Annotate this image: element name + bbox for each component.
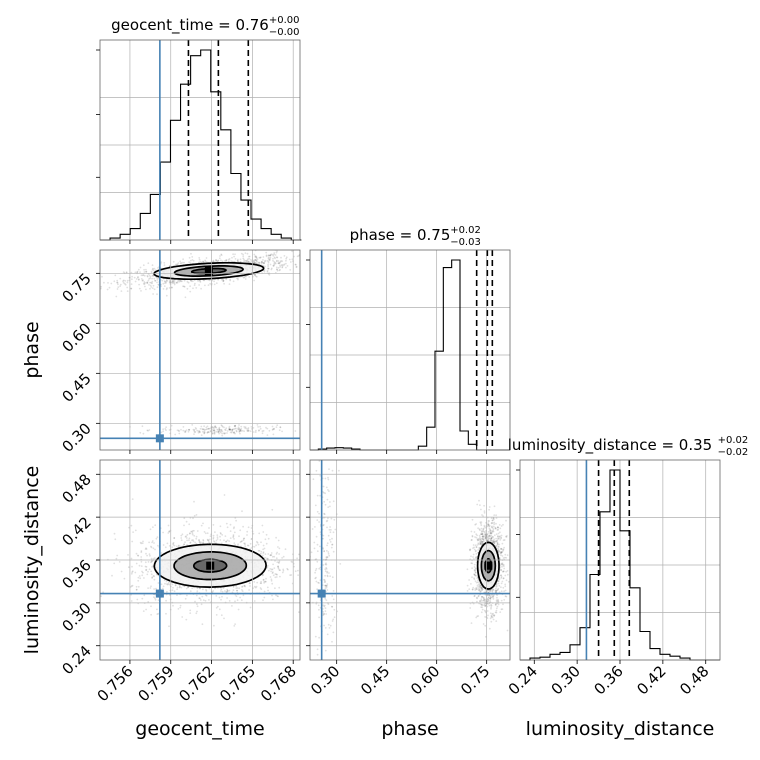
panel-0-ytick-label-3: 0.75 [58,269,94,305]
hist-luminosity_distance-xtick-label-2: 0.36 [590,662,626,698]
panels-layer: geocent_time = 0.76 +0.00−0.00 phase = 0.7… [21,15,748,740]
panel-2-xtick-label-1: 0.45 [357,662,393,698]
scatter-geocent_time-luminosity_distance [100,494,300,628]
x-axis-label-luminosity_distance: luminosity_distance [526,718,715,740]
y-axis-label-phase: phase [21,321,43,378]
hist-luminosity_distance-xtick-label-4: 0.48 [676,662,712,698]
hist-title-plus-luminosity_distance: +0.02 [718,435,749,446]
hist-luminosity_distance-xtick-label-1: 0.30 [548,662,584,698]
hist-title-luminosity_distance: luminosity_distance = 0.35 [508,436,712,455]
panel-0-ytick-label-1: 0.45 [58,369,94,405]
panel-1-xtick-label-3: 0.765 [216,662,259,705]
panel-2-xtick-label-0: 0.30 [307,662,343,698]
density-peak-1 [206,561,215,570]
panel-1-xtick-label-0: 0.756 [94,662,137,705]
hist-title-minus-geocent_time: −0.00 [269,27,300,38]
panel-2-xtick-label-3: 0.75 [457,662,493,698]
panel-0-ytick-label-2: 0.60 [58,319,94,355]
hist-geocent_time [100,49,302,241]
panel-1-ytick-label-2: 0.36 [58,556,94,592]
hist-title-geocent_time: geocent_time = 0.76 [111,16,269,35]
y-axis-label-luminosity_distance: luminosity_distance [21,466,43,655]
panel-1-xtick-label-4: 0.768 [257,662,300,705]
truth-marker-1 [155,589,164,598]
panel-1-ytick-label-4: 0.48 [58,470,94,506]
hist-title-minus-phase: −0.03 [450,237,481,248]
hist-luminosity_distance-xtick-label-3: 0.42 [633,662,669,698]
density-peak-2 [484,561,493,570]
panel-2-xtick-label-2: 0.60 [407,662,443,698]
panel-1-ytick-label-1: 0.30 [58,599,94,635]
panel-1-xtick-label-1: 0.759 [134,662,177,705]
truth-marker-0 [155,434,164,443]
density-peak-0 [204,267,213,275]
scatter-geocent_time-phase [100,250,300,437]
frame-geocent_time-phase [99,249,301,451]
hist-title-plus-phase: +0.02 [450,225,481,236]
hist-frame-phase [309,249,511,451]
x-axis-label-phase: phase [381,718,438,740]
hist-title-phase: phase = 0.75 [350,226,451,244]
panel-1-xtick-label-2: 0.762 [175,662,218,705]
truth-marker-2 [317,589,326,598]
density-layer [100,250,510,656]
hist-title-minus-luminosity_distance: −0.02 [718,447,749,458]
panel-1-ytick-label-0: 0.24 [58,642,94,678]
panel-1-ytick-label-3: 0.42 [58,513,94,549]
scatter-phase-luminosity_distance [310,460,510,656]
panel-0-ytick-label-0: 0.30 [58,419,94,455]
hist-frame-geocent_time [99,39,301,241]
hist-luminosity_distance-xtick-label-0: 0.24 [505,662,541,698]
x-axis-label-geocent_time: geocent_time [135,718,264,740]
hist-title-plus-geocent_time: +0.00 [269,15,300,26]
